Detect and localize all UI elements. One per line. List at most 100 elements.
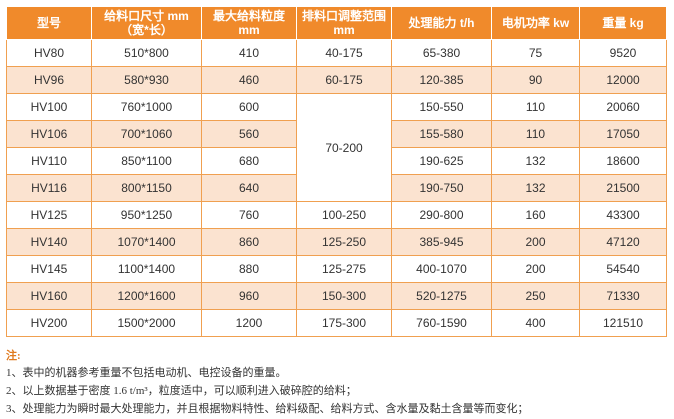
max-feed-size-cell: 680 [201, 147, 297, 175]
table-row: HV110 850*1100 680 190-625 132 18600 [6, 147, 667, 175]
table-row: HV96 580*930 460 60-175 120-385 90 12000 [6, 66, 667, 94]
max-feed-size-cell: 880 [201, 255, 297, 283]
weight-cell: 18600 [579, 147, 667, 175]
feed-opening-cell: 800*1150 [91, 174, 202, 202]
weight-cell: 9520 [579, 39, 667, 67]
feed-opening-cell: 1500*2000 [91, 309, 202, 337]
notes-section: 注: 1、表中的机器参考重量不包括电动机、电控设备的重量。 2、以上数据基于密度… [6, 348, 666, 418]
max-feed-size-cell: 560 [201, 120, 297, 148]
weight-cell: 20060 [579, 93, 667, 121]
column-header: 重量 kg [579, 6, 667, 40]
column-header: 排料口调整范围 mm [296, 6, 392, 40]
feed-opening-cell: 1200*1600 [91, 282, 202, 310]
table-row: HV160 1200*1600 960 150-300 520-1275 250 71330 [6, 282, 667, 310]
weight-cell: 54540 [579, 255, 667, 283]
model-cell: HV145 [6, 255, 92, 283]
discharge-range-cell: 60-175 [296, 66, 392, 94]
header-row: 型号 给料口尺寸 mm （宽*长） 最大给料粒度 mm 排料口调整范围 mm 处理能力 t/h… [6, 6, 667, 40]
feed-opening-cell: 760*1000 [91, 93, 202, 121]
capacity-cell: 150-550 [391, 93, 492, 121]
model-cell: HV100 [6, 93, 92, 121]
capacity-cell: 120-385 [391, 66, 492, 94]
discharge-range-cell: 100-250 [296, 201, 392, 229]
weight-cell: 12000 [579, 66, 667, 94]
model-cell: HV96 [6, 66, 92, 94]
notes-title: 注: [6, 350, 21, 362]
discharge-range-cell: 40-175 [296, 39, 392, 67]
capacity-cell: 520-1275 [391, 282, 492, 310]
capacity-cell: 65-380 [391, 39, 492, 67]
max-feed-size-cell: 860 [201, 228, 297, 256]
feed-opening-cell: 700*1060 [91, 120, 202, 148]
motor-power-cell: 110 [491, 93, 580, 121]
max-feed-size-cell: 640 [201, 174, 297, 202]
max-feed-size-cell: 600 [201, 93, 297, 121]
model-cell: HV140 [6, 228, 92, 256]
model-cell: HV110 [6, 147, 92, 175]
motor-power-cell: 250 [491, 282, 580, 310]
table-body: HV80 510*800 410 40-175 65-380 75 9520 HV96 580*… [6, 39, 667, 337]
discharge-range-cell: 125-250 [296, 228, 392, 256]
feed-opening-cell: 950*1250 [91, 201, 202, 229]
note-line-2: 2、以上数据基于密度 1.6 t/m³，粒度适中，可以顺利进入破碎腔的给料； [6, 385, 357, 397]
model-cell: HV200 [6, 309, 92, 337]
motor-power-cell: 132 [491, 174, 580, 202]
discharge-range-cell: 175-300 [296, 309, 392, 337]
feed-opening-cell: 510*800 [91, 39, 202, 67]
table-row: HV125 950*1250 760 100-250 290-800 160 43300 [6, 201, 667, 229]
model-cell: HV80 [6, 39, 92, 67]
note-line-3: 3、处理能力为瞬时最大处理能力，并且根据物料特性、给料级配、给料方式、含水量及黏… [6, 403, 529, 415]
capacity-cell: 290-800 [391, 201, 492, 229]
feed-opening-cell: 580*930 [91, 66, 202, 94]
table-row: HV140 1070*1400 860 125-250 385-945 200 47120 [6, 228, 667, 256]
max-feed-size-cell: 460 [201, 66, 297, 94]
weight-cell: 17050 [579, 120, 667, 148]
table-row: HV100 760*1000 600 70-200 150-550 110 20060 [6, 93, 667, 202]
model-cell: HV160 [6, 282, 92, 310]
capacity-cell: 385-945 [391, 228, 492, 256]
weight-cell: 47120 [579, 228, 667, 256]
spec-sheet: 型号 给料口尺寸 mm （宽*长） 最大给料粒度 mm 排料口调整范围 mm 处理能力 t/h… [6, 6, 667, 337]
motor-power-cell: 110 [491, 120, 580, 148]
feed-opening-cell: 1070*1400 [91, 228, 202, 256]
weight-cell: 121510 [579, 309, 667, 337]
weight-cell: 21500 [579, 174, 667, 202]
table-row: HV200 1500*2000 1200 175-300 760-1590 400 1215… [6, 309, 667, 337]
column-header: 型号 [6, 6, 92, 40]
max-feed-size-cell: 1200 [201, 309, 297, 337]
motor-power-cell: 75 [491, 39, 580, 67]
capacity-cell: 155-580 [391, 120, 492, 148]
capacity-cell: 760-1590 [391, 309, 492, 337]
column-header: 处理能力 t/h [391, 6, 492, 40]
discharge-range-cell: 70-200 [296, 93, 392, 202]
max-feed-size-cell: 760 [201, 201, 297, 229]
model-cell: HV116 [6, 174, 92, 202]
motor-power-cell: 200 [491, 228, 580, 256]
model-cell: HV106 [6, 120, 92, 148]
capacity-cell: 190-625 [391, 147, 492, 175]
discharge-range-cell: 125-275 [296, 255, 392, 283]
table-row: HV80 510*800 410 40-175 65-380 75 9520 [6, 39, 667, 67]
column-header: 给料口尺寸 mm （宽*长） [91, 6, 202, 40]
discharge-range-cell: 150-300 [296, 282, 392, 310]
feed-opening-cell: 850*1100 [91, 147, 202, 175]
weight-cell: 71330 [579, 282, 667, 310]
spec-table: 型号 给料口尺寸 mm （宽*长） 最大给料粒度 mm 排料口调整范围 mm 处理能力 t/h… [6, 6, 667, 337]
table-row: HV116 800*1150 640 190-750 132 21500 [6, 174, 667, 202]
motor-power-cell: 90 [491, 66, 580, 94]
capacity-cell: 400-1070 [391, 255, 492, 283]
model-cell: HV125 [6, 201, 92, 229]
capacity-cell: 190-750 [391, 174, 492, 202]
column-header: 最大给料粒度 mm [201, 6, 297, 40]
feed-opening-cell: 1100*1400 [91, 255, 202, 283]
motor-power-cell: 400 [491, 309, 580, 337]
max-feed-size-cell: 410 [201, 39, 297, 67]
max-feed-size-cell: 960 [201, 282, 297, 310]
motor-power-cell: 160 [491, 201, 580, 229]
note-line-1: 1、表中的机器参考重量不包括电动机、电控设备的重量。 [6, 367, 287, 379]
weight-cell: 43300 [579, 201, 667, 229]
column-header: 电机功率 kw [491, 6, 580, 40]
motor-power-cell: 132 [491, 147, 580, 175]
motor-power-cell: 200 [491, 255, 580, 283]
table-row: HV145 1100*1400 880 125-275 400-1070 200 54540 [6, 255, 667, 283]
